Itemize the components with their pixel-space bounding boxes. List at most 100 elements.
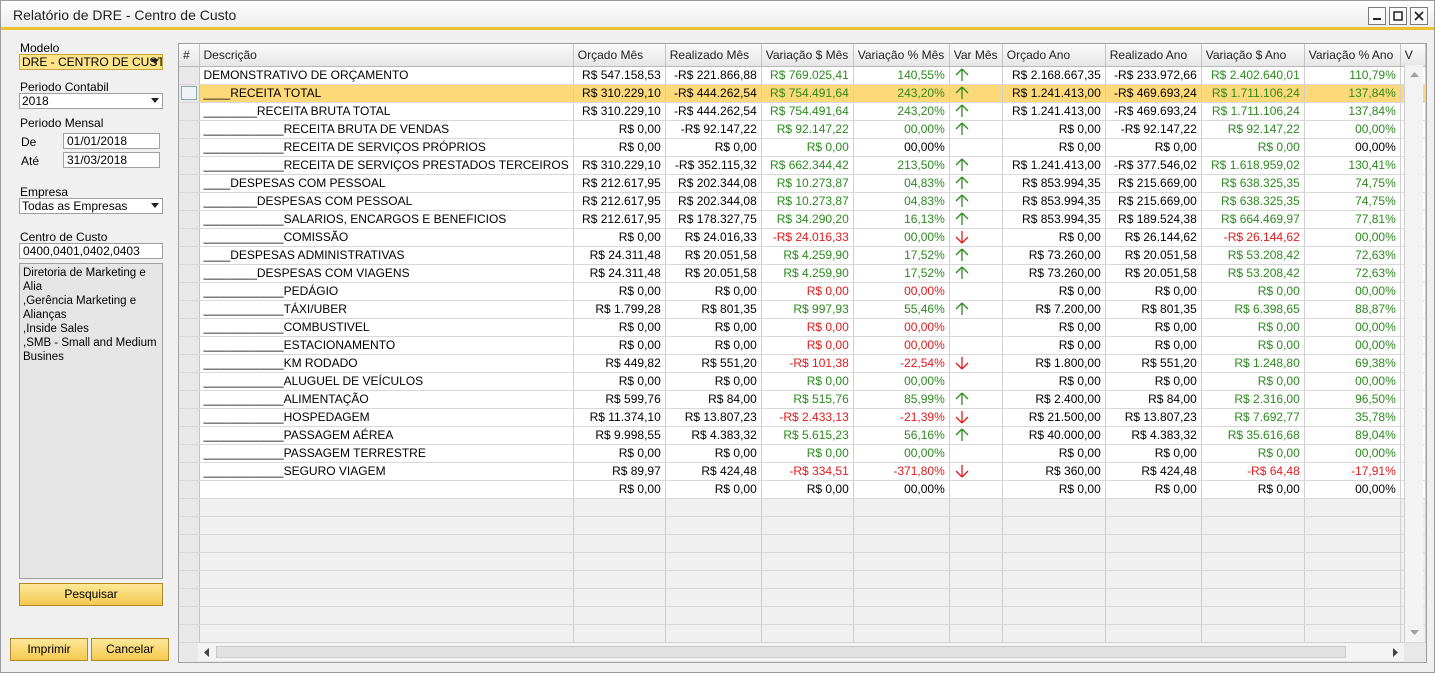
table-row[interactable]: ____________RECEITA DE SERVIÇOS PRÓPRIOS…	[179, 138, 1426, 157]
row-selector[interactable]	[180, 86, 197, 100]
table-row[interactable]: ____________COMISSÃO R$ 0,00 R$ 24.016,33-…	[179, 228, 1426, 247]
table-row[interactable]: ________DESPESAS COM VIAGENS R$ 24.311,48…	[179, 264, 1426, 283]
column-header-variacao-pct-ano[interactable]: Variação % Ano	[1304, 44, 1401, 67]
table-row[interactable]: ____________ESTACIONAMENTO R$ 0,00 R$ 0,00…	[179, 336, 1426, 355]
column-header-v[interactable]: V	[1400, 44, 1426, 67]
table-row[interactable]: ____________ALUGUEL DE VEÍCULOS R$ 0,00 R$…	[179, 372, 1426, 391]
table-row[interactable]: ____DESPESAS ADMINISTRATIVAS R$ 24.311,48…	[179, 246, 1426, 265]
centro-custo-field[interactable]: 0400,0401,0402,0403	[19, 243, 163, 259]
arrow-down-icon	[955, 465, 969, 478]
cell-variacao-valor-mes: R$ 769.025,41	[761, 66, 854, 85]
table-row[interactable]: ____________KM RODADO R$ 449,82 R$ 551,20-…	[179, 354, 1426, 373]
empty-cell	[761, 552, 854, 571]
cancel-button[interactable]: Cancelar	[91, 638, 169, 661]
table-row[interactable]: ____________PASSAGEM TERRESTRE R$ 0,00 R$ …	[179, 444, 1426, 463]
print-button[interactable]: Imprimir	[10, 638, 88, 661]
empty-cell	[1304, 588, 1401, 607]
empty-cell	[1105, 588, 1202, 607]
table-row[interactable]: ________DESPESAS COM PESSOAL R$ 212.617,9…	[179, 192, 1426, 211]
column-header-realizado-ano[interactable]: Realizado Ano	[1105, 44, 1202, 67]
table-row[interactable]: ____________HOSPEDAGEM R$ 11.374,10 R$ 13.…	[179, 408, 1426, 427]
cell-variacao-pct-mes: -21,39%	[853, 408, 950, 427]
empty-cell	[179, 570, 200, 589]
cell-variacao-pct-mes: 00,00%	[853, 336, 950, 355]
cell-variacao-valor-ano: R$ 35.616,68	[1201, 426, 1305, 445]
column-header-orcado-mes[interactable]: Orçado Mês	[573, 44, 666, 67]
table-row[interactable]: ____________RECEITA DE SERVIÇOS PRESTADO…	[179, 156, 1426, 175]
minimize-icon[interactable]	[1368, 7, 1386, 25]
table-row[interactable]: ____________RECEITA BRUTA DE VENDAS R$ 0,…	[179, 120, 1426, 139]
centro-custo-list[interactable]: Diretoria de Marketing e Alia ,Gerência …	[19, 263, 163, 579]
table-row[interactable]: ____________COMBUSTIVEL R$ 0,00 R$ 0,00 R$ …	[179, 318, 1426, 337]
column-header-realizado-mes[interactable]: Realizado Mês	[665, 44, 762, 67]
cell-var-mes	[949, 120, 1003, 139]
column-header-variacao-valor-ano[interactable]: Variação $ Ano	[1201, 44, 1305, 67]
empty-cell	[1201, 498, 1305, 517]
table-row[interactable]: ____DESPESAS COM PESSOAL R$ 212.617,95 R$ …	[179, 174, 1426, 193]
column-header-number[interactable]: #	[179, 44, 200, 67]
periodo-contabil-select[interactable]: 2018	[19, 93, 163, 109]
table-row[interactable]: ____________PEDÁGIO R$ 0,00 R$ 0,00 R$ 0,00…	[179, 282, 1426, 301]
table-row[interactable]: DEMONSTRATIVO DE ORÇAMENTO R$ 547.158,53-…	[179, 66, 1426, 85]
arrow-up-icon	[955, 194, 969, 207]
title-bar: Relatório de DRE - Centro de Custo	[1, 1, 1434, 30]
date-from-field[interactable]: 01/01/2018	[63, 133, 160, 149]
cell-variacao-valor-mes: -R$ 101,38	[761, 354, 854, 373]
cell-variacao-valor-ano: R$ 1.711.106,24	[1201, 102, 1305, 121]
table-row[interactable]: ____RECEITA TOTAL R$ 310.229,10 -R$ 444.26…	[179, 84, 1426, 103]
search-button[interactable]: Pesquisar	[19, 583, 163, 606]
modelo-value: DRE - CENTRO DE CUSTO	[22, 55, 163, 69]
row-header	[179, 390, 200, 409]
empty-cell	[761, 588, 854, 607]
cell-variacao-pct-ano: 00,00%	[1304, 372, 1401, 391]
cell-variacao-valor-mes: R$ 0,00	[761, 372, 854, 391]
table-row[interactable]: ____________TÁXI/UBER R$ 1.799,28 R$ 801,3…	[179, 300, 1426, 319]
cell-realizado-mes: R$ 202.344,08	[665, 174, 762, 193]
empty-cell	[853, 516, 950, 535]
date-to-field[interactable]: 31/03/2018	[63, 152, 160, 168]
horizontal-scrollbar[interactable]	[198, 642, 1404, 661]
cell-variacao-valor-ano: R$ 0,00	[1201, 480, 1305, 499]
vertical-scrollbar[interactable]	[1404, 65, 1423, 642]
table-row[interactable]: ____________SEGURO VIAGEM R$ 89,97 R$ 424,…	[179, 462, 1426, 481]
scroll-thumb[interactable]	[216, 646, 1346, 658]
cell-orcado-ano: R$ 0,00	[1002, 318, 1106, 337]
table-row[interactable]: ____________PASSAGEM AÉREA R$ 9.998,55 R$ …	[179, 426, 1426, 445]
column-header-descricao[interactable]: Descrição	[199, 44, 574, 67]
cell-orcado-ano: R$ 1.241.413,00	[1002, 84, 1106, 103]
empty-cell	[179, 516, 200, 535]
cell-orcado-ano: R$ 1.241.413,00	[1002, 156, 1106, 175]
empresa-value: Todas as Empresas	[22, 199, 128, 213]
empty-cell	[1105, 552, 1202, 571]
maximize-icon[interactable]	[1389, 7, 1407, 25]
cell-variacao-pct-ano: 72,63%	[1304, 246, 1401, 265]
arrow-up-icon	[955, 86, 969, 99]
cell-orcado-ano: R$ 853.994,35	[1002, 174, 1106, 193]
modelo-select[interactable]: DRE - CENTRO DE CUSTO	[19, 54, 163, 70]
cell-variacao-pct-ano: -17,91%	[1304, 462, 1401, 481]
cell-var-mes	[949, 444, 1003, 463]
table-row[interactable]: ____________ALIMENTAÇÃO R$ 599,76 R$ 84,00…	[179, 390, 1426, 409]
empresa-select[interactable]: Todas as Empresas	[19, 198, 163, 214]
table-row[interactable]: R$ 0,00 R$ 0,00 R$ 0,00 00,00% R$ 0,00 R$ 0,0…	[179, 480, 1426, 499]
cell-var-mes	[949, 462, 1003, 481]
row-header	[179, 192, 200, 211]
cell-variacao-valor-mes: R$ 4.259,90	[761, 264, 854, 283]
cell-orcado-ano: R$ 73.260,00	[1002, 246, 1106, 265]
column-header-orcado-ano[interactable]: Orçado Ano	[1002, 44, 1106, 67]
cell-realizado-mes: -R$ 221.866,88	[665, 66, 762, 85]
close-icon[interactable]	[1410, 7, 1428, 25]
cell-variacao-pct-ano: 00,00%	[1304, 282, 1401, 301]
column-header-variacao-pct-mes[interactable]: Variação % Mês	[853, 44, 950, 67]
empty-cell	[1304, 534, 1401, 553]
table-row[interactable]: ____________SALARIOS, ENCARGOS E BENEFIC…	[179, 210, 1426, 229]
cell-variacao-valor-ano: R$ 6.398,65	[1201, 300, 1305, 319]
cell-descricao: ____RECEITA TOTAL	[199, 84, 574, 103]
column-header-variacao-valor-mes[interactable]: Variação $ Mês	[761, 44, 854, 67]
cell-realizado-mes: R$ 0,00	[665, 282, 762, 301]
column-header-var-mes[interactable]: Var Mês	[949, 44, 1003, 67]
cell-descricao: ____________RECEITA BRUTA DE VENDAS	[199, 120, 574, 139]
table-row[interactable]: ________RECEITA BRUTA TOTAL R$ 310.229,10…	[179, 102, 1426, 121]
cell-variacao-valor-mes: R$ 0,00	[761, 444, 854, 463]
empty-cell	[573, 624, 666, 643]
